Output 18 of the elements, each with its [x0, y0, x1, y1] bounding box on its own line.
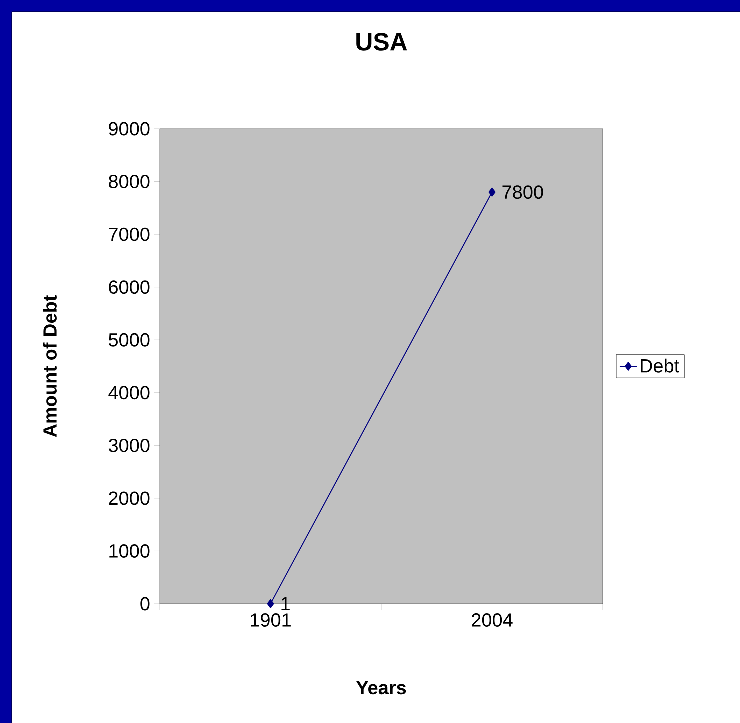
- x-tick-label: 1901: [251, 614, 291, 627]
- y-tick-label: 5000: [108, 333, 150, 347]
- y-tick-label: 1000: [110, 544, 150, 558]
- data-label: 1: [282, 597, 290, 610]
- y-tick-label: 0: [140, 597, 150, 611]
- y-tick-label: 8000: [109, 175, 150, 189]
- x-tick-label: 2004: [472, 614, 513, 627]
- data-label: 7800: [502, 186, 544, 200]
- chart-title: USA: [356, 33, 408, 51]
- x-axis-title: Years: [356, 681, 406, 695]
- y-tick-label: 9000: [109, 122, 150, 136]
- y-axis-title: Amount of Debt: [43, 296, 57, 438]
- legend-label: Debt: [641, 358, 680, 373]
- y-tick-label: 3000: [108, 438, 150, 452]
- y-tick-label: 6000: [109, 280, 150, 294]
- y-tick-label: 4000: [108, 386, 150, 400]
- y-tick-label: 7000: [109, 228, 150, 242]
- y-tick-label: 2000: [109, 492, 150, 506]
